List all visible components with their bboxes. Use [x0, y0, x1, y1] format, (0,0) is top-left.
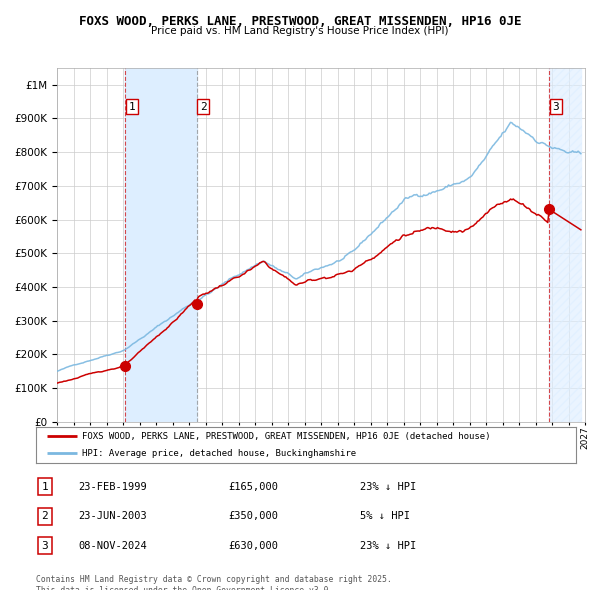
Text: 2: 2 [200, 101, 206, 112]
Text: 23% ↓ HPI: 23% ↓ HPI [360, 482, 416, 491]
Text: 23% ↓ HPI: 23% ↓ HPI [360, 541, 416, 550]
Text: £350,000: £350,000 [228, 512, 278, 521]
Text: 3: 3 [41, 541, 49, 550]
Bar [125, 68, 197, 422]
Bar [549, 68, 581, 422]
Text: 1: 1 [128, 101, 135, 112]
Text: HPI: Average price, detached house, Buckinghamshire: HPI: Average price, detached house, Buck… [82, 449, 356, 458]
Text: £630,000: £630,000 [228, 541, 278, 550]
Text: 08-NOV-2024: 08-NOV-2024 [78, 541, 147, 550]
Text: 23-FEB-1999: 23-FEB-1999 [78, 482, 147, 491]
Text: 1: 1 [41, 482, 49, 491]
Text: 5% ↓ HPI: 5% ↓ HPI [360, 512, 410, 521]
Text: £165,000: £165,000 [228, 482, 278, 491]
Text: FOXS WOOD, PERKS LANE, PRESTWOOD, GREAT MISSENDEN, HP16 0JE (detached house): FOXS WOOD, PERKS LANE, PRESTWOOD, GREAT … [82, 432, 490, 441]
Text: 3: 3 [553, 101, 559, 112]
Text: 23-JUN-2003: 23-JUN-2003 [78, 512, 147, 521]
Text: 2: 2 [41, 512, 49, 521]
Text: FOXS WOOD, PERKS LANE, PRESTWOOD, GREAT MISSENDEN, HP16 0JE: FOXS WOOD, PERKS LANE, PRESTWOOD, GREAT … [79, 15, 521, 28]
Text: Contains HM Land Registry data © Crown copyright and database right 2025.
This d: Contains HM Land Registry data © Crown c… [36, 575, 392, 590]
Text: Price paid vs. HM Land Registry's House Price Index (HPI): Price paid vs. HM Land Registry's House … [151, 26, 449, 36]
